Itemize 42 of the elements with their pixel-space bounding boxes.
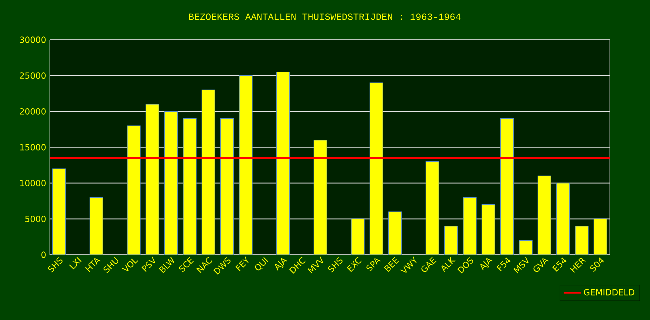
chart-title: BEZOEKERS AANTALLEN THUISWEDSTRIJDEN : 1963-1964	[189, 14, 461, 20]
bar	[482, 204, 496, 256]
bar	[183, 118, 197, 256]
bar	[314, 140, 328, 256]
x-tick-label: AJA	[275, 258, 288, 271]
bar	[500, 118, 514, 256]
y-tick-label: 5000	[26, 216, 46, 222]
x-tick-label: AJA	[480, 258, 493, 271]
y-tick-label: 20000	[20, 108, 46, 115]
bar	[52, 168, 66, 256]
bar	[276, 72, 290, 256]
bar	[220, 118, 234, 256]
x-tick-label: HTA	[85, 258, 101, 272]
y-tick-label: 10000	[20, 180, 46, 187]
bar	[370, 82, 384, 256]
bar	[202, 90, 216, 256]
bar	[538, 176, 552, 256]
bar	[444, 226, 458, 256]
bar	[575, 226, 589, 256]
bar	[519, 240, 533, 256]
y-tick-label: 0	[42, 252, 46, 258]
bar	[164, 111, 178, 256]
x-tick-label: F54	[496, 258, 511, 272]
y-tick-label: 15000	[20, 144, 46, 151]
bar	[463, 197, 477, 256]
bar	[127, 126, 141, 256]
x-tick-label: QUI	[255, 257, 269, 271]
bar	[426, 162, 440, 256]
bar	[351, 218, 365, 256]
bar	[556, 183, 570, 256]
x-tick-label: LXI	[69, 257, 82, 270]
bar	[594, 218, 608, 256]
legend-label: GEMIDDELD	[584, 289, 635, 296]
x-tick-label: GVA	[534, 258, 550, 272]
bar	[146, 104, 160, 256]
y-tick-label: 25000	[20, 72, 46, 80]
bar	[388, 212, 402, 256]
bar	[239, 76, 253, 256]
bar	[90, 197, 104, 256]
x-tick-label: VOL	[122, 258, 138, 272]
x-tick-label: SPA	[366, 258, 382, 272]
y-tick-label: 30000	[20, 36, 46, 44]
